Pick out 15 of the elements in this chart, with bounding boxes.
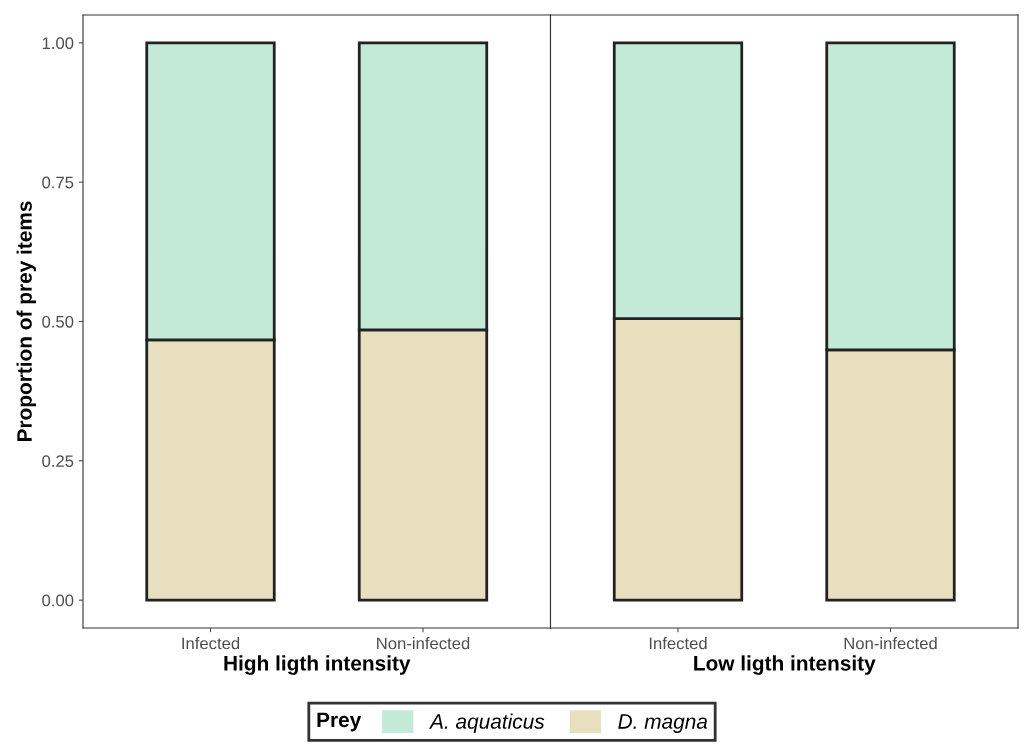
legend-label: A. aquaticus xyxy=(428,713,545,733)
x-axis-title: High ligth intensity xyxy=(224,655,411,675)
y-tick-label: 0.50 xyxy=(42,315,74,328)
x-tick-label: Infected xyxy=(182,637,240,650)
y-tick-label: 1.00 xyxy=(42,37,74,50)
y-tick-label: 0.25 xyxy=(42,455,74,468)
x-tick-label: Non-infected xyxy=(377,637,470,650)
y-axis-title: Proportion of prey items xyxy=(16,201,36,442)
x-tick-label: Infected xyxy=(649,637,707,650)
legend-label: D. magna xyxy=(618,714,708,733)
legend-title: Prey xyxy=(317,712,362,732)
x-axis-title: Low ligth intensity xyxy=(694,655,876,675)
x-tick-label: Non-infected xyxy=(844,637,937,650)
y-tick-label: 0.00 xyxy=(42,594,74,607)
y-tick-label: 0.75 xyxy=(42,176,74,189)
